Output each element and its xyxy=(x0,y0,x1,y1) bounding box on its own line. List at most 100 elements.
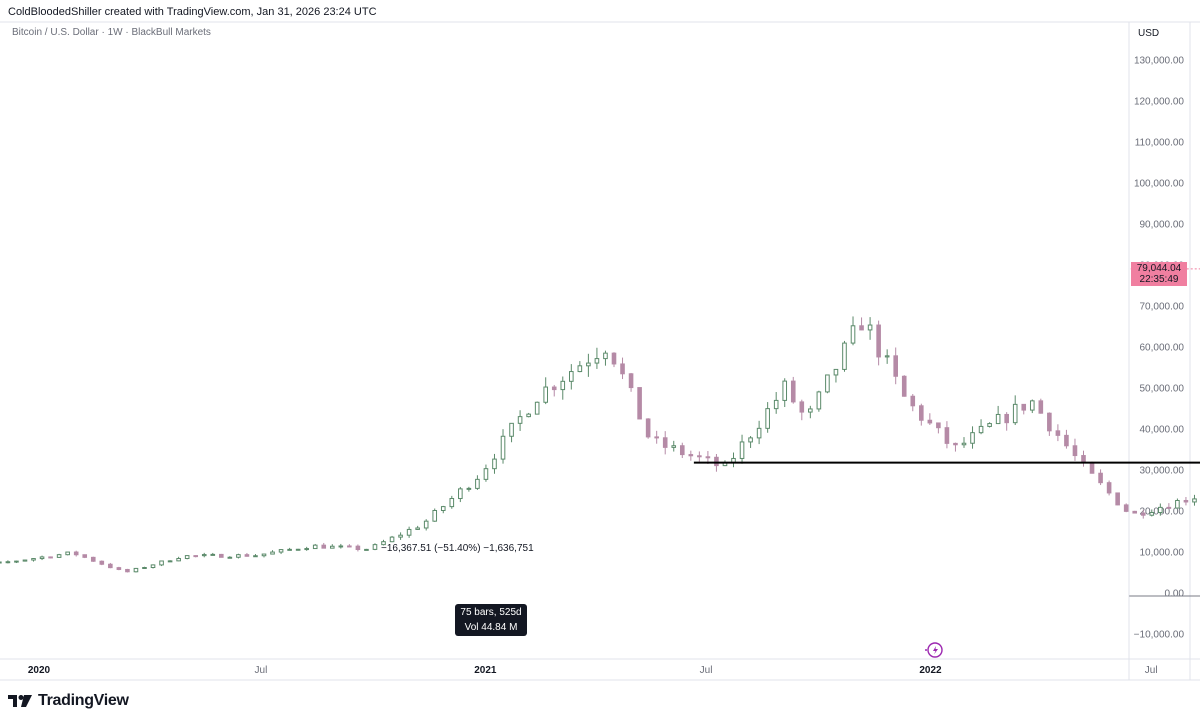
candle-body xyxy=(603,352,608,360)
price-tick-label: 0.00 xyxy=(1165,589,1185,600)
candle-body xyxy=(1098,472,1103,484)
candle-body xyxy=(1012,403,1018,424)
candle-body xyxy=(884,355,890,358)
candle-body xyxy=(372,544,378,550)
candle-body xyxy=(842,342,847,370)
candle-body xyxy=(355,545,361,551)
price-tick-label: 100,000.00 xyxy=(1134,179,1184,190)
candle-body xyxy=(261,553,267,557)
candle-body xyxy=(671,445,677,448)
candle-body xyxy=(381,541,386,546)
bar-countdown: 22:35:49 xyxy=(1139,274,1179,285)
candle-body xyxy=(253,555,258,558)
candle-body xyxy=(543,386,549,403)
candle-body xyxy=(995,413,1001,425)
candle-body xyxy=(389,536,395,543)
candle-body xyxy=(99,560,105,565)
candle-body xyxy=(560,380,566,391)
candle-body xyxy=(637,387,642,420)
candle-body xyxy=(961,442,967,446)
candle-body xyxy=(526,413,531,418)
drawing-overlays xyxy=(693,268,1200,597)
candle-body xyxy=(1183,499,1189,503)
candle-body xyxy=(475,478,480,489)
price-tick-label: 120,000.00 xyxy=(1134,97,1184,108)
price-tick-label: −10,000.00 xyxy=(1134,630,1185,641)
price-tick-label: 70,000.00 xyxy=(1140,302,1185,313)
candle-body xyxy=(201,554,207,557)
price-tick-label: 50,000.00 xyxy=(1140,384,1185,395)
candle-body xyxy=(1149,512,1155,516)
candle-body xyxy=(1115,492,1120,506)
candle-body xyxy=(1004,413,1009,424)
range-bars-label: 75 bars, 525d xyxy=(460,607,522,618)
time-tick-label: 2020 xyxy=(28,665,51,676)
time-axis[interactable]: 2020Jul2021Jul2022Jul2023Jul2024Jul2025J… xyxy=(28,665,1200,676)
candle-body xyxy=(347,545,352,548)
price-tick-label: 130,000.00 xyxy=(1134,56,1184,67)
tradingview-logo[interactable]: TradingView xyxy=(8,692,129,710)
candle-body xyxy=(364,548,369,551)
candle-body xyxy=(628,373,634,389)
candle-body xyxy=(458,488,463,500)
candle-body xyxy=(244,554,250,557)
candle-body xyxy=(1158,506,1163,514)
candle-body xyxy=(586,362,591,367)
candle-body xyxy=(398,534,403,538)
candle-body xyxy=(82,554,88,558)
candle-body xyxy=(14,560,19,563)
tradingview-logo-icon xyxy=(8,695,32,707)
time-tick-label: 2021 xyxy=(474,665,497,676)
price-axis[interactable]: 130,000.00 120,000.00 110,000.00 100,000.00… xyxy=(1134,56,1185,641)
candle-body xyxy=(65,551,70,556)
candle-body xyxy=(936,422,941,429)
candle-body xyxy=(312,544,318,550)
candle-body xyxy=(551,386,557,391)
candle-body xyxy=(1140,512,1146,516)
candle-body xyxy=(944,427,950,444)
candle-body xyxy=(987,423,992,427)
candle-body xyxy=(48,556,53,559)
candle-body xyxy=(406,528,412,536)
candle-body xyxy=(901,375,907,397)
candle-body xyxy=(1047,412,1052,432)
candle-body xyxy=(278,549,284,553)
candle-body xyxy=(415,527,420,530)
candle-body xyxy=(790,380,796,403)
candle-body xyxy=(210,553,216,556)
candle-body xyxy=(184,555,190,560)
candle-body xyxy=(1132,510,1138,514)
time-tick-label: Jul xyxy=(1145,665,1158,676)
candle-body xyxy=(304,548,309,551)
bolt-icon[interactable] xyxy=(925,642,943,658)
price-tick-label: 30,000.00 xyxy=(1140,466,1185,477)
candle-body xyxy=(756,427,762,439)
candle-body xyxy=(1055,430,1061,436)
candle-body xyxy=(193,555,199,558)
symbol-legend: Bitcoin / U.S. Dollar · 1W · BlackBull M… xyxy=(12,27,211,38)
candle-body xyxy=(167,560,173,563)
candle-body xyxy=(440,506,446,511)
candle-body xyxy=(927,419,933,424)
candle-body xyxy=(1106,482,1112,494)
candle-body xyxy=(22,559,28,562)
candle-body xyxy=(517,416,523,424)
candle-body xyxy=(483,468,489,480)
candle-body xyxy=(0,561,2,564)
candle-body xyxy=(236,554,241,558)
candle-body xyxy=(287,548,292,551)
candle-body xyxy=(919,405,924,421)
last-price-badge: 79,044.04 22:35:49 xyxy=(1131,262,1187,286)
time-tick-label: Jul xyxy=(255,665,268,676)
candle-body xyxy=(808,408,813,413)
candle-body xyxy=(953,442,958,446)
candle-body xyxy=(108,563,113,569)
candle-body xyxy=(645,418,651,438)
candle-body xyxy=(594,358,600,364)
price-tick-label: 60,000.00 xyxy=(1140,343,1185,354)
candle-body xyxy=(1123,504,1129,512)
candle-body xyxy=(219,553,224,558)
candle-body xyxy=(833,368,839,376)
time-tick-label: 2022 xyxy=(919,665,942,676)
